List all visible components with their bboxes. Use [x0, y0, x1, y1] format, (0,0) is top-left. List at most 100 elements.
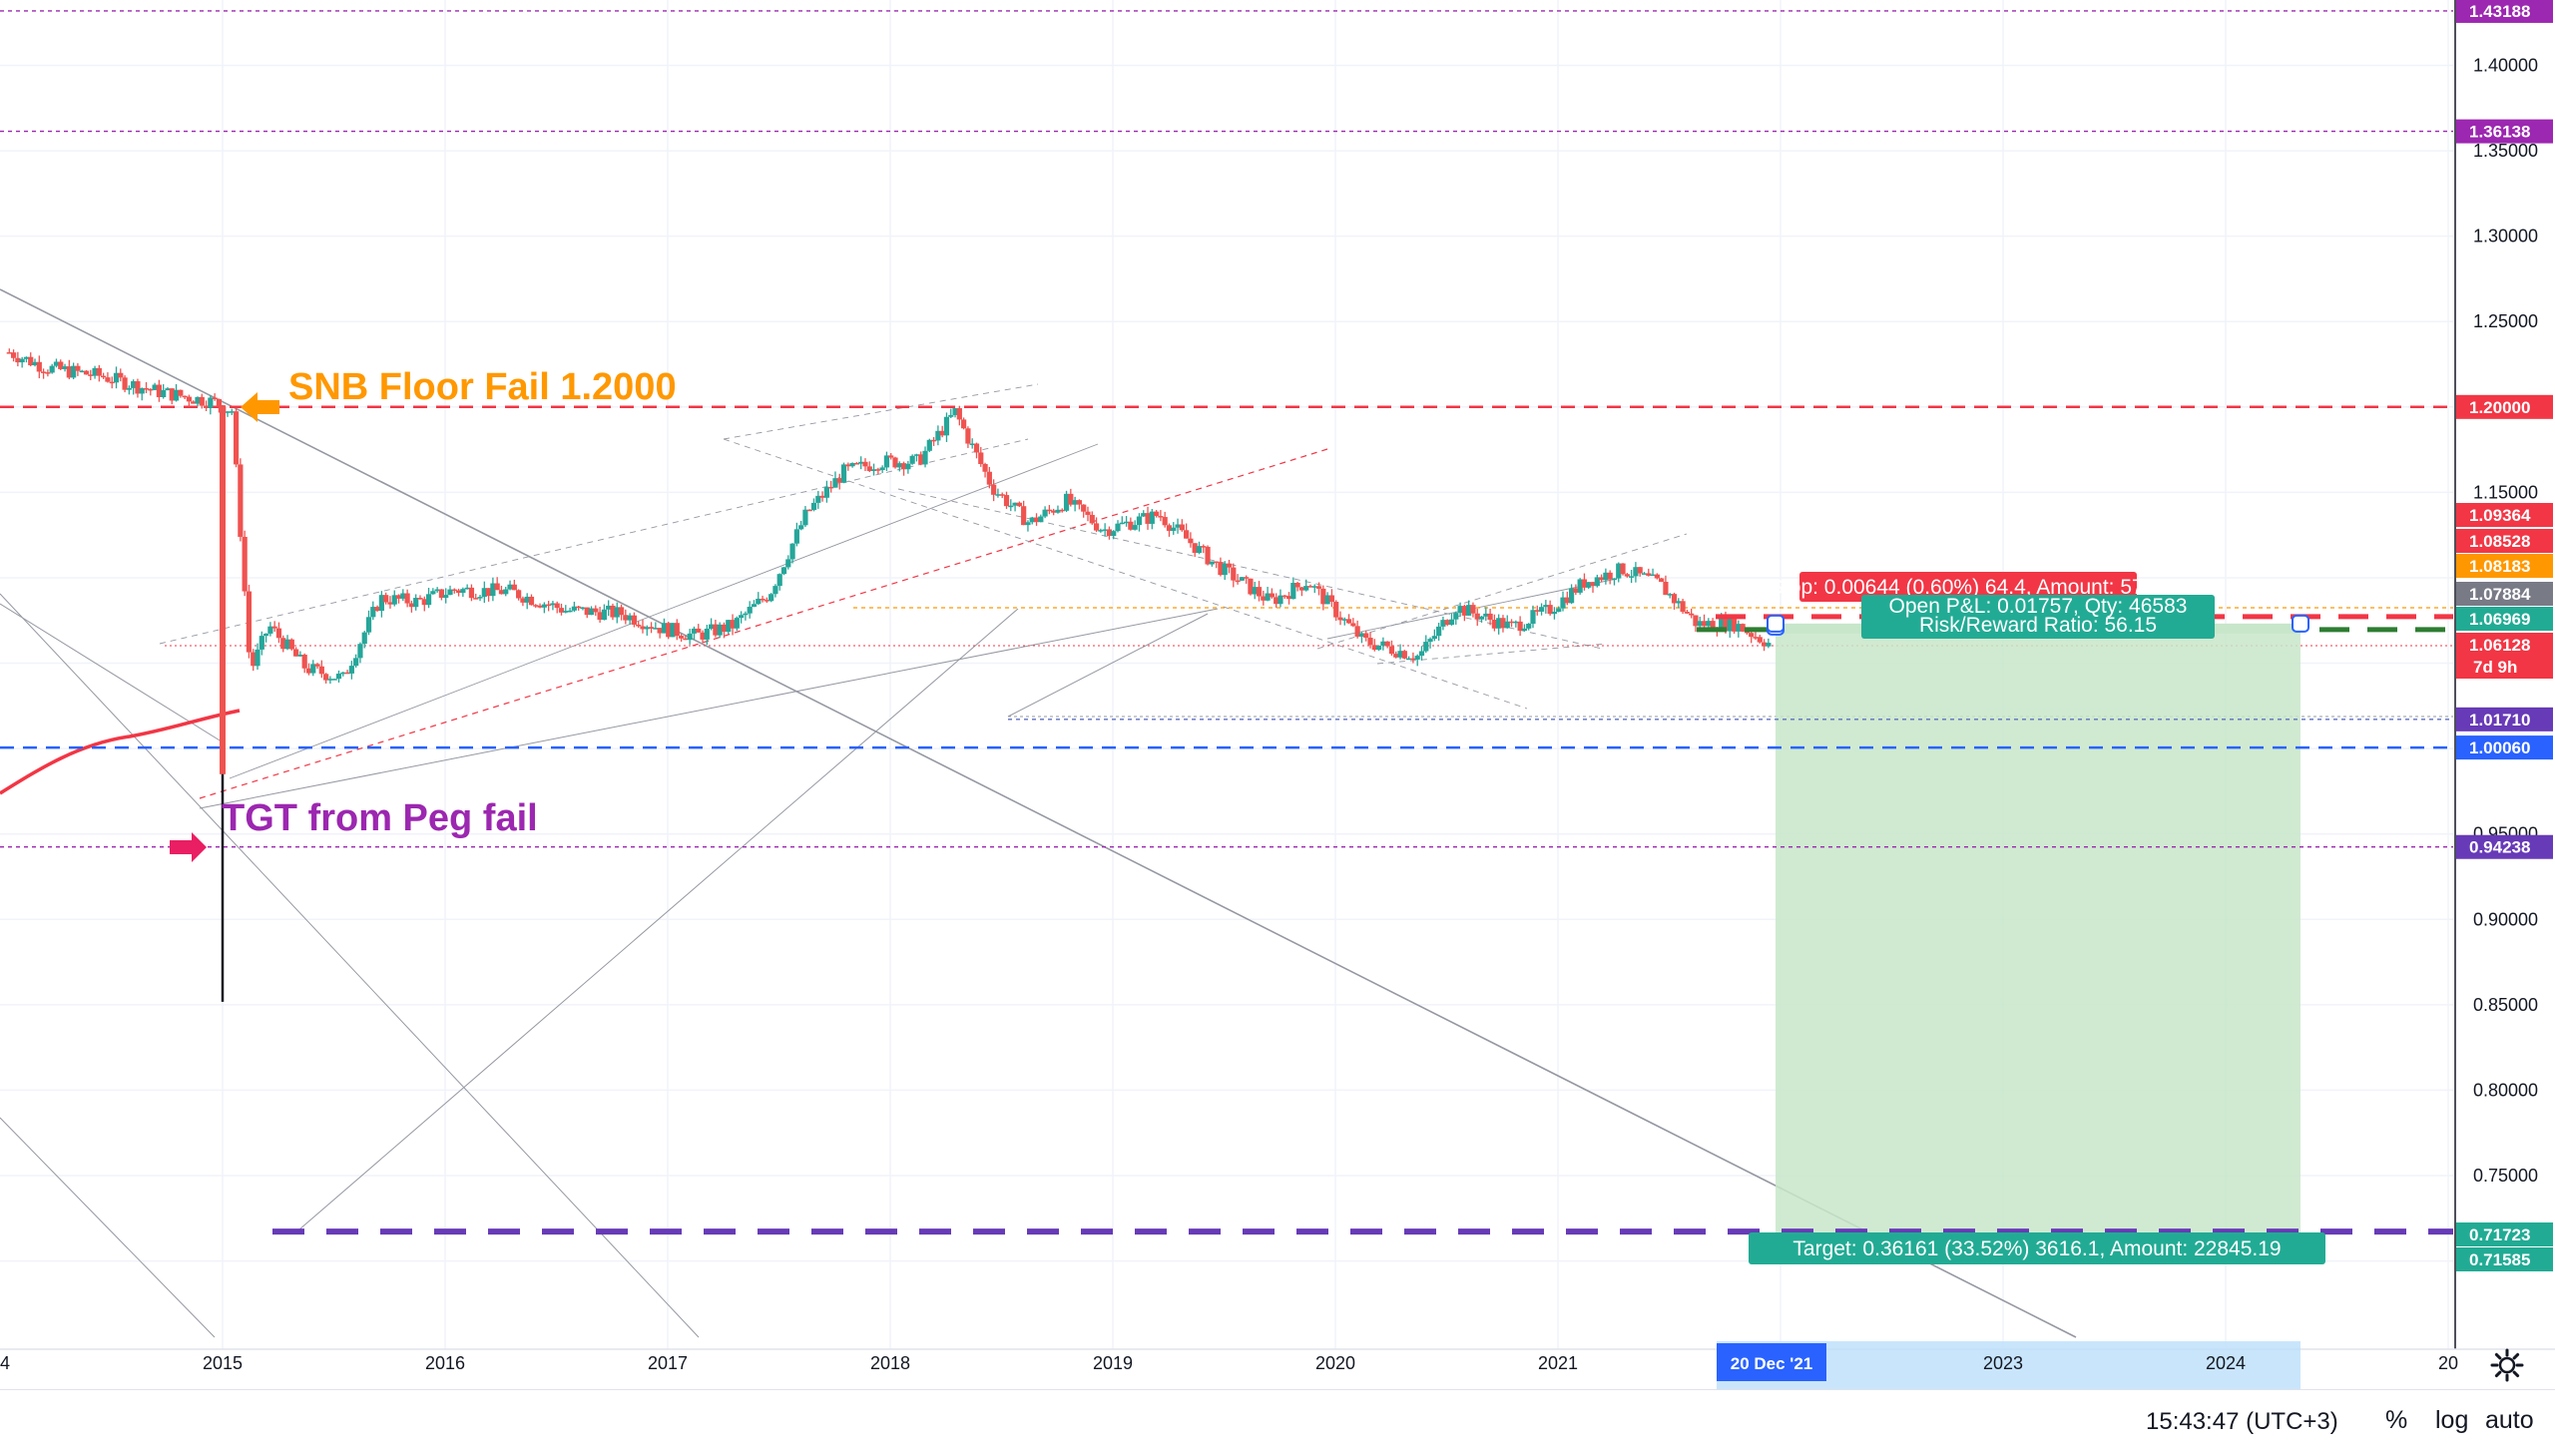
candle-body [1590, 582, 1596, 587]
time-axis[interactable]: 14 2015 2016 2017 2018 2019 2020 2021 2023 2024 20… [0, 1341, 2555, 1389]
candle-body [528, 596, 535, 606]
candle-body [1547, 605, 1553, 615]
candle-body [764, 600, 769, 602]
candle-body [481, 588, 487, 598]
candle-body [1072, 500, 1078, 505]
candle-body [434, 589, 440, 592]
candle-body [657, 628, 663, 634]
candle-body [606, 605, 612, 610]
candle-body [713, 624, 719, 636]
price-axis[interactable]: 1.40000 1.35000 1.30000 1.25000 1.20000 1.150… [2454, 0, 2553, 1349]
candle-body [1153, 511, 1160, 517]
candle-body [1641, 573, 1648, 575]
price-chart[interactable]: Stop: 0.00644 (0.60%) 64.4, Amount: 5700… [0, 0, 2555, 1389]
trendline [199, 608, 1219, 809]
candle-body [1136, 516, 1143, 526]
candle-body [739, 615, 745, 619]
annotation-snb-floor: SNB Floor Fail 1.2000 [288, 366, 677, 408]
candle-body [930, 439, 937, 442]
crosshair-date-badge [1717, 1343, 1826, 1381]
percent-scale-button[interactable]: % [2385, 1406, 2408, 1434]
candle-body [182, 395, 188, 398]
candle-body [1076, 500, 1083, 505]
candle-body [1478, 616, 1485, 620]
candle-body [1085, 511, 1091, 515]
candle-body [541, 604, 547, 608]
candle-body [1145, 513, 1151, 524]
candle-body [550, 603, 556, 606]
candle-body [1214, 561, 1220, 564]
candle-body [1033, 517, 1040, 523]
candle-body [430, 591, 436, 595]
candle-body [533, 605, 539, 607]
price-tick-label: 0.85000 [2473, 995, 2538, 1015]
candle-body [455, 590, 462, 594]
candle-body [1184, 530, 1190, 539]
log-scale-button[interactable]: log [2435, 1406, 2469, 1434]
candle-body [305, 668, 312, 674]
candle-body [1543, 605, 1549, 608]
candle-body [1629, 576, 1635, 578]
price-badge [2456, 394, 2553, 419]
candle-body [1577, 579, 1583, 593]
candles [6, 348, 1772, 1002]
candle-body [1132, 525, 1138, 530]
candle-body [666, 623, 672, 638]
candle-body [1055, 509, 1061, 513]
candle-body [986, 471, 992, 485]
auto-scale-button[interactable]: auto [2485, 1406, 2534, 1434]
candle-body [242, 536, 248, 592]
candle-body [1278, 595, 1283, 605]
gear-icon[interactable] [2487, 1345, 2527, 1385]
candle-body [1162, 517, 1168, 526]
annotations: SNB Floor Fail 1.2000 TGT from Peg fail [170, 366, 677, 862]
candle-body [152, 384, 158, 390]
trendline [159, 438, 1029, 645]
candle-body [584, 607, 590, 616]
candle-body [1106, 529, 1113, 537]
candle-body [357, 644, 363, 659]
candle-body [1440, 620, 1446, 627]
candle-body [588, 608, 595, 616]
countdown-label: 7d 9h [2473, 658, 2517, 677]
candle-body [1119, 522, 1125, 525]
price-badge [2456, 0, 2553, 23]
candle-body [1354, 626, 1360, 637]
candle-body [161, 389, 167, 397]
candle-body [165, 388, 171, 390]
candle-body [597, 612, 603, 621]
candle-body [92, 367, 98, 376]
candle-body [323, 674, 329, 681]
candle-body [687, 633, 693, 641]
candle-body [105, 377, 111, 382]
candle-body [631, 615, 638, 625]
candle-body [1431, 636, 1437, 640]
candle-body [1603, 572, 1609, 581]
candle-body [1663, 582, 1669, 596]
short-position-tool[interactable]: Stop: 0.00644 (0.60%) 64.4, Amount: 5700… [1697, 572, 2453, 1264]
candle-body [1500, 618, 1506, 629]
candle-body [1680, 601, 1686, 613]
candle-body [485, 588, 492, 597]
candle-body [1363, 633, 1369, 639]
pnl-label-box [1861, 595, 2215, 639]
candle-body [926, 439, 932, 451]
candle-body [644, 627, 650, 630]
candle-body [1744, 631, 1751, 634]
candle-body [62, 366, 68, 369]
open-pnl-label: Open P&L: 0.01757, Qty: 46583 [1889, 595, 2188, 618]
candle-body [1676, 601, 1682, 604]
price-badge-label: 1.08528 [2469, 532, 2530, 551]
price-badge [2456, 119, 2553, 144]
time-tick-label: 20 [2438, 1353, 2458, 1373]
candle-body [832, 478, 838, 488]
candle-body [1003, 495, 1010, 507]
candle-body [262, 633, 269, 637]
candle-body [417, 598, 423, 600]
candle-body [1012, 502, 1018, 506]
candle-body [1616, 563, 1622, 579]
candle-body [1285, 596, 1292, 600]
candle-body [71, 365, 77, 378]
trendline [723, 383, 1039, 440]
candle-body [726, 620, 732, 633]
